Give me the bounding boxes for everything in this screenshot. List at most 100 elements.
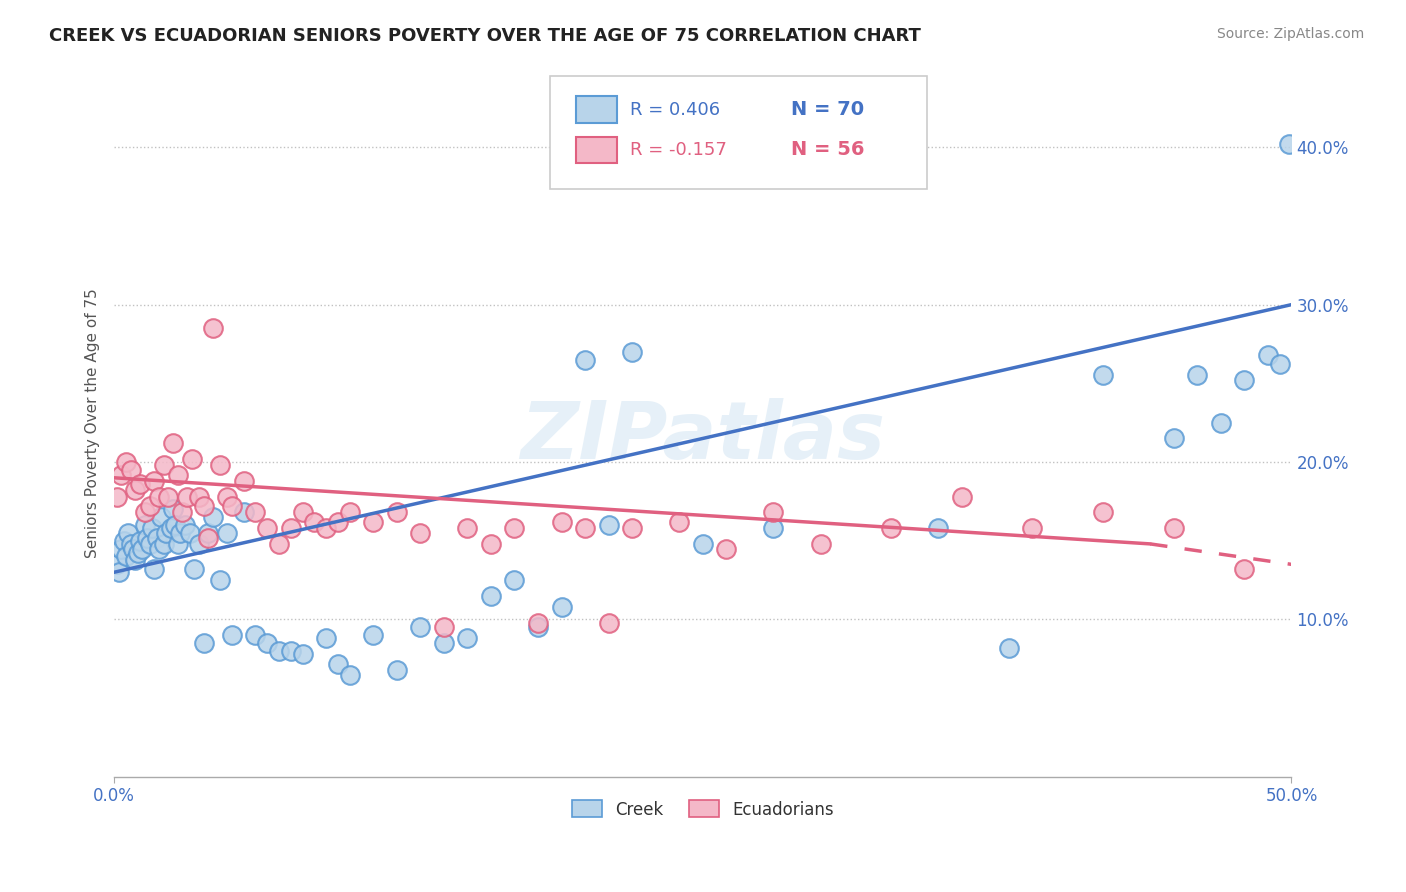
Point (157, 490, 180, 504)
Point (166, 467, 188, 482)
Point (1268, 358, 1291, 372)
Point (117, 525, 139, 540)
Point (134, 518, 156, 533)
Point (180, 451, 202, 466)
Point (598, 518, 620, 533)
Point (129, 477, 152, 491)
Point (148, 541, 170, 556)
Text: N = 70: N = 70 (792, 100, 865, 120)
Text: ZIPatlas: ZIPatlas (520, 398, 886, 475)
Point (124, 552, 146, 566)
Point (176, 490, 198, 504)
Point (152, 537, 174, 551)
Point (550, 599, 572, 614)
Point (326, 515, 349, 529)
Text: N = 56: N = 56 (792, 140, 865, 160)
Point (169, 525, 191, 540)
Point (221, 499, 243, 513)
Point (221, 628, 243, 642)
Point (668, 515, 690, 529)
Point (141, 521, 163, 535)
Point (183, 562, 205, 576)
Point (409, 620, 432, 634)
Point (131, 541, 153, 556)
Point (479, 537, 502, 551)
Point (173, 518, 195, 533)
Point (527, 620, 550, 634)
Text: R = 0.406: R = 0.406 (630, 101, 720, 119)
Point (762, 521, 785, 535)
Point (339, 667, 361, 681)
Point (105, 558, 128, 572)
Point (245, 628, 267, 642)
Point (433, 620, 456, 634)
Point (193, 499, 215, 513)
Point (1163, 432, 1185, 446)
Point (1021, 521, 1043, 535)
Point (115, 549, 138, 564)
Point (927, 521, 949, 535)
Point (456, 632, 478, 646)
Point (197, 525, 219, 540)
Point (762, 505, 785, 519)
Point (1233, 562, 1256, 576)
Text: CREEK VS ECUADORIAN SENIORS POVERTY OVER THE AGE OF 75 CORRELATION CHART: CREEK VS ECUADORIAN SENIORS POVERTY OVER… (49, 27, 921, 45)
Point (315, 632, 337, 646)
Point (120, 537, 142, 551)
Point (1163, 521, 1185, 535)
Point (166, 537, 188, 551)
Point (361, 515, 384, 529)
Point (1092, 505, 1115, 519)
Point (217, 525, 239, 540)
Point (267, 537, 290, 551)
Point (145, 531, 167, 545)
Point (143, 562, 166, 576)
Point (385, 663, 408, 677)
Point (193, 636, 215, 650)
FancyBboxPatch shape (575, 96, 617, 123)
Point (232, 505, 254, 519)
Point (162, 436, 184, 450)
Point (598, 615, 620, 630)
Point (110, 541, 132, 556)
Point (188, 490, 211, 504)
Point (361, 628, 384, 642)
Point (433, 636, 456, 650)
Point (950, 490, 973, 504)
Point (112, 533, 135, 548)
Point (245, 505, 267, 519)
FancyBboxPatch shape (575, 136, 617, 163)
Point (280, 521, 302, 535)
Point (479, 589, 502, 603)
Point (136, 531, 159, 545)
Point (326, 657, 349, 671)
Point (304, 515, 326, 529)
Point (291, 505, 314, 519)
Point (129, 533, 152, 548)
Point (1233, 373, 1256, 387)
Point (122, 541, 145, 556)
Point (134, 505, 156, 519)
Text: R = -0.157: R = -0.157 (630, 141, 727, 159)
Point (1257, 348, 1279, 362)
Point (1187, 368, 1209, 383)
Point (127, 546, 149, 560)
Point (188, 537, 211, 551)
Point (880, 521, 903, 535)
Point (115, 455, 138, 469)
Point (110, 467, 132, 482)
Point (409, 525, 432, 540)
Point (155, 525, 177, 540)
Point (105, 490, 128, 504)
Point (550, 515, 572, 529)
Point (574, 521, 596, 535)
Point (1209, 416, 1232, 430)
Point (150, 510, 173, 524)
Point (172, 505, 194, 519)
Point (574, 352, 596, 367)
Point (692, 537, 714, 551)
Point (197, 531, 219, 545)
Point (267, 644, 290, 658)
Point (120, 463, 142, 477)
Point (202, 510, 225, 524)
